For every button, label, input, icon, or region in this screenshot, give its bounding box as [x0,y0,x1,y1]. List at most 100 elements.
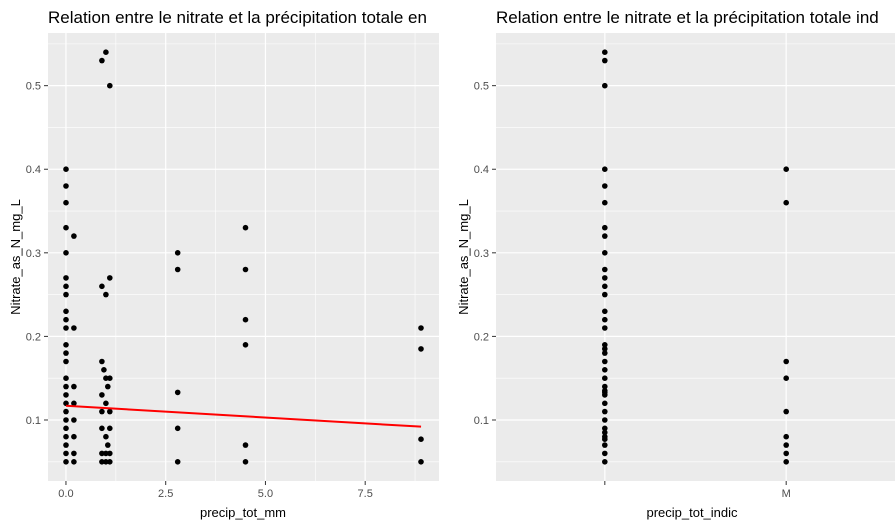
x-axis-title: precip_tot_indic [646,505,738,520]
data-point [783,450,789,457]
data-point [783,433,789,440]
data-point [103,433,109,440]
data-point [71,417,77,423]
data-point [602,383,608,390]
data-point [602,350,608,356]
trend-line [65,404,422,428]
data-point [242,342,249,348]
data-point [242,459,249,465]
data-point [602,417,608,423]
data-point [602,224,608,231]
data-point [63,283,69,290]
data-point [105,383,111,390]
y-tick-label: 0.1 [474,415,489,427]
data-point [602,291,608,298]
data-point [174,389,181,396]
y-tick-label: 0.4 [474,164,489,176]
data-point [602,57,608,64]
x-axis-title: precip_tot_mm [200,505,286,520]
data-point [783,358,789,365]
data-point [602,400,608,407]
data-point [107,425,113,432]
data-point [107,82,113,89]
data-point [63,433,69,440]
y-tick-label: 0.2 [474,331,489,343]
data-point [783,408,789,415]
data-point [602,346,608,352]
data-point [783,459,789,465]
data-point [602,316,608,323]
plot-panel [496,33,895,481]
data-point [71,433,77,440]
data-point [63,183,69,189]
data-point [107,459,113,465]
data-point [602,250,608,256]
x-tick-label: 2.5 [158,488,173,500]
data-point [602,408,608,415]
data-point [242,316,249,323]
data-point [63,425,69,432]
data-point [63,459,69,465]
data-point [242,266,249,273]
x-tick-label: 7.5 [358,488,373,500]
data-point [602,183,608,189]
data-point [602,283,608,290]
data-point [99,459,105,465]
grid [48,33,439,481]
data-point [602,459,608,465]
data-point [63,250,69,256]
data-point [602,166,608,172]
data-point [107,375,113,382]
plot-panel [48,33,439,481]
data-point [63,417,69,423]
data-point [103,375,109,382]
data-point [63,316,69,323]
right-chart: Relation entre le nitrate et la précipit… [456,8,895,520]
data-point [99,57,105,64]
data-points [602,49,789,465]
y-tick-label: 0.3 [26,248,41,260]
data-point [71,383,77,390]
data-point [242,224,249,231]
tick-labels: M 0.1 0.2 0.3 0.4 0.5 [474,81,791,500]
data-point [99,408,105,415]
data-point [602,392,608,398]
data-point [602,358,608,365]
data-point [99,392,105,398]
data-point [783,375,789,382]
data-point [418,325,424,331]
data-point [99,425,105,432]
y-tick-label: 0.5 [26,81,41,93]
data-point [783,166,789,172]
data-point [71,459,77,465]
data-point [99,283,105,290]
chart-title: Relation entre le nitrate et la précipit… [48,8,427,27]
data-point [602,429,608,436]
data-point [63,350,69,356]
y-tick-label: 0.4 [26,164,41,176]
data-point [63,275,69,281]
data-point [71,233,77,239]
chart-title: Relation entre le nitrate et la précipit… [496,8,879,27]
y-tick-label: 0.1 [26,415,41,427]
y-tick-label: 0.2 [26,331,41,343]
regression-line [65,404,422,428]
data-point [105,442,111,448]
left-chart: Relation entre le nitrate et la précipit… [8,8,439,520]
data-point [174,266,181,273]
data-point [63,450,69,457]
data-point [602,266,608,273]
data-point [602,442,608,448]
data-point [63,383,69,390]
data-point [63,166,69,172]
data-point [63,358,69,365]
data-point [602,233,608,239]
data-point [783,442,789,448]
data-point [71,400,77,407]
data-points [63,49,424,465]
grid [496,33,895,481]
data-point [63,224,69,231]
data-point [602,375,608,382]
data-point [101,367,107,373]
